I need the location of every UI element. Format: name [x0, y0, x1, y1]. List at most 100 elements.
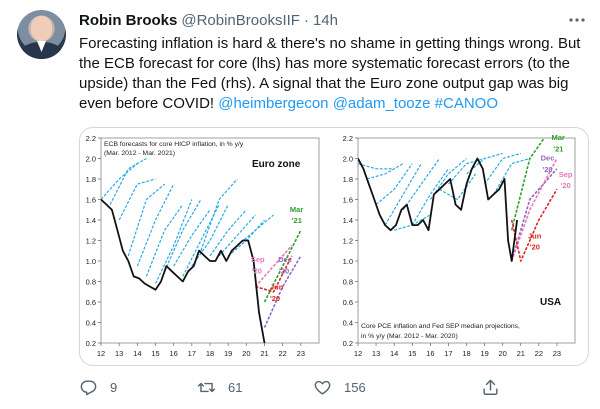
- chart2-xtick-label: 15: [408, 349, 416, 358]
- chart2-ytick-label: 2.0: [343, 155, 353, 164]
- chart1-forecast-line: [118, 178, 156, 221]
- chart1-forecast-line: [101, 163, 138, 200]
- chart1-forecast-line: [236, 214, 274, 247]
- chart1-xtick-label: 18: [206, 349, 214, 358]
- chart1-xtick-label: 13: [115, 349, 123, 358]
- share-button[interactable]: [481, 376, 512, 398]
- tweet-text-line: even before COVID! @heimbergecon @adam_t…: [79, 94, 587, 114]
- chart2-covid-forecast-line: [510, 188, 558, 262]
- chart2-forecast-line: [447, 157, 485, 185]
- author-handle[interactable]: @RobinBrooksIIF: [181, 11, 300, 29]
- author-name[interactable]: Robin Brooks: [79, 11, 178, 29]
- chart1-annotation: Dec: [278, 255, 292, 264]
- tweet-text-line: the ECB forecast for core (lhs) has more…: [79, 54, 587, 74]
- chart2-xtick-label: 18: [462, 349, 470, 358]
- avatar[interactable]: [17, 10, 66, 59]
- chart1-xtick-label: 20: [242, 349, 250, 358]
- chart1-xtick-label: 23: [297, 349, 305, 358]
- chart2-xtick-label: 14: [390, 349, 398, 358]
- chart1-ytick-label: 1.8: [86, 175, 96, 184]
- chart2-covid-forecast-line: [510, 138, 546, 231]
- chart2-ytick-label: 0.4: [343, 319, 353, 328]
- chart2-forecast-line: [366, 163, 404, 180]
- chart2-annotation: Jun: [528, 231, 542, 240]
- tweet-text-line: upside) than the Fed (rhs). A signal tha…: [79, 74, 587, 94]
- chart2-annotation: '20: [542, 165, 552, 174]
- chart2-covid-forecast-line: [510, 168, 558, 262]
- chart1-xtick-label: 15: [151, 349, 159, 358]
- chart1-xtick-label: 12: [97, 349, 105, 358]
- tweet-time[interactable]: 14h: [312, 11, 338, 29]
- chart1-ytick-label: 1.4: [86, 216, 96, 225]
- chart1-ytick-label: 0.4: [86, 319, 96, 328]
- chart1-forecast-line: [154, 199, 193, 284]
- hashtag-link[interactable]: #CANOO: [434, 95, 499, 112]
- tweet-text-line: Forecasting inflation is hard & there's …: [79, 34, 587, 54]
- tweet-media[interactable]: 2.2 2.0 1.8 1.6 1.4 1.2 1.0 0.8 0.6 0.4 0.2 12 13 14 1…: [79, 127, 589, 366]
- chart1-region-label: Euro zone: [252, 159, 301, 170]
- chart2-annotation: Dec: [541, 154, 555, 163]
- chart2-actual-line: [358, 157, 518, 262]
- avatar-head: [31, 16, 52, 41]
- mention-link[interactable]: @adam_tooze: [332, 95, 431, 112]
- tweet-actions: 9 61 156: [79, 376, 549, 398]
- chart1-xtick-label: 17: [188, 349, 196, 358]
- chart2-ytick-label: 0.6: [343, 298, 353, 307]
- chart2-xtick-label: 19: [480, 349, 488, 358]
- chart1-annotation: Mar: [290, 205, 303, 214]
- chart2-forecast-line: [439, 173, 476, 201]
- chart2-ytick-label: 2.2: [343, 134, 353, 143]
- chart2-ytick-label: 1.0: [343, 257, 353, 266]
- retweet-count: 61: [228, 379, 243, 395]
- chart2-annotation: '20: [530, 243, 540, 252]
- chart2-annotation: Mar: [551, 133, 564, 142]
- chart1-covid-forecast-line: [255, 255, 293, 293]
- chart2-forecast-line: [466, 152, 503, 175]
- share-icon: [483, 379, 498, 395]
- heart-icon: [314, 380, 331, 395]
- separator-dot: ·: [303, 11, 309, 29]
- chart1-covid-forecast-line: [254, 245, 293, 288]
- chart2-forecast-line: [402, 158, 440, 211]
- chart2-xtick-label: 20: [498, 349, 506, 358]
- chart2-forecast-line: [484, 152, 521, 185]
- chart2-ytick-label: 1.4: [343, 216, 353, 225]
- avatar-collar: [37, 41, 46, 52]
- chart1-xtick-label: 22: [278, 349, 286, 358]
- chart1-annotation: '21: [292, 216, 302, 225]
- chart2-xtick-label: 22: [535, 349, 543, 358]
- reply-button[interactable]: 9: [79, 376, 117, 398]
- chart1-ytick-label: 2.2: [86, 134, 96, 143]
- like-count: 156: [344, 379, 366, 395]
- chart1-ytick-label: 0.2: [86, 339, 96, 348]
- chart1-subtitle: (Mar. 2012 - Mar. 2021): [104, 150, 175, 157]
- chart1-title: ECB forecasts for core HICP inflation, i…: [104, 141, 244, 148]
- chart2-title: Core PCE inflation and Fed SEP median pr…: [361, 323, 520, 330]
- chart1-forecast-line: [191, 204, 229, 267]
- reply-count: 9: [110, 379, 118, 395]
- chart1-covid-forecast-line: [263, 255, 302, 328]
- chart2-xtick-label: 16: [426, 349, 434, 358]
- mention-link[interactable]: @heimbergecon: [218, 95, 329, 112]
- chart1-forecast-line: [145, 204, 184, 277]
- reply-icon: [80, 379, 97, 395]
- chart1-forecast-line: [136, 183, 175, 267]
- tweet-text: Forecasting inflation is hard & there's …: [79, 34, 587, 114]
- chart1-forecast-line: [109, 157, 147, 205]
- chart1-annotation: Jun: [270, 283, 284, 292]
- retweet-button[interactable]: 61: [197, 376, 242, 398]
- chart1-actual-line: [101, 198, 266, 343]
- like-button[interactable]: 156: [313, 376, 366, 398]
- chart1-ytick-label: 1.2: [86, 237, 96, 246]
- more-icon[interactable]: [567, 12, 587, 28]
- tweet-header: Robin Brooks @RobinBrooksIIF · 14h: [79, 10, 338, 30]
- chart2-annotation: '20: [561, 181, 571, 190]
- chart1-ytick-label: 0.8: [86, 278, 96, 287]
- chart2-annotation: Sep: [559, 170, 573, 179]
- chart2-xtick-label: 21: [517, 349, 525, 358]
- chart1-xtick-label: 14: [133, 349, 141, 358]
- chart2-title-backdrop: [359, 317, 517, 342]
- chart2-ytick-label: 1.8: [343, 175, 353, 184]
- chart1-ytick-label: 1.0: [86, 257, 96, 266]
